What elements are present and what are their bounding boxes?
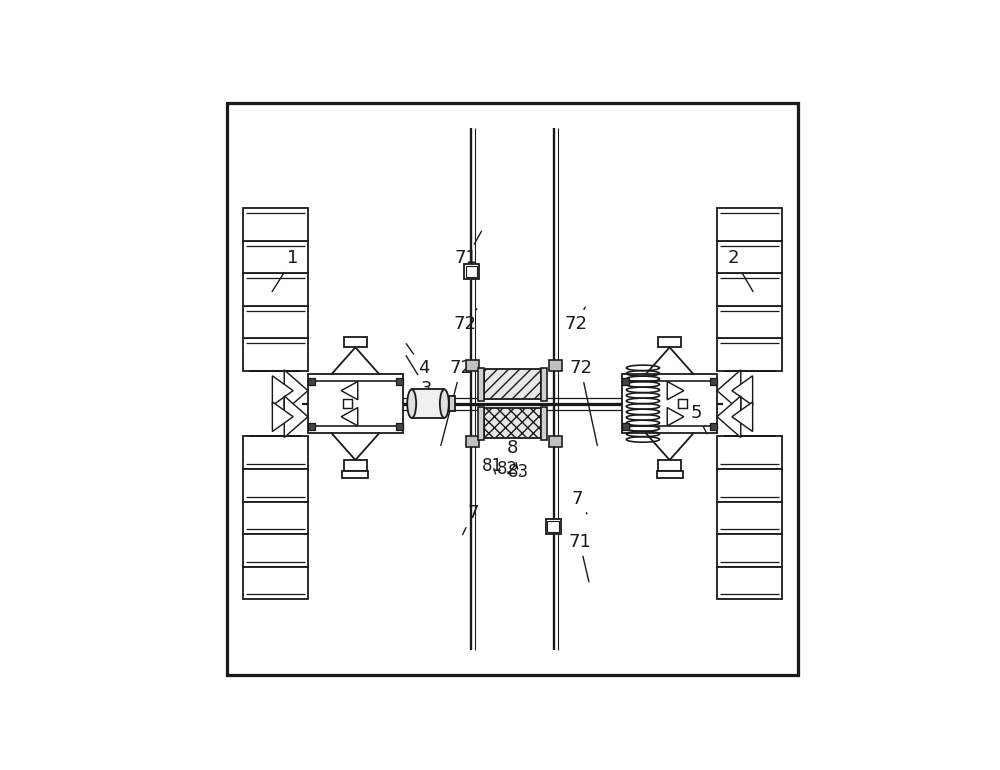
Bar [344, 460, 367, 470]
Bar [308, 423, 315, 430]
Bar [710, 377, 717, 385]
Bar [243, 469, 308, 501]
Bar [658, 460, 681, 470]
Text: 7: 7 [463, 504, 479, 534]
Bar [243, 208, 308, 240]
Text: 72: 72 [569, 359, 597, 445]
Text: 72: 72 [454, 309, 477, 333]
Polygon shape [341, 381, 358, 400]
Bar [466, 437, 479, 447]
Bar [710, 423, 717, 430]
Text: 4: 4 [406, 343, 429, 377]
Bar [541, 407, 547, 440]
Text: 82: 82 [497, 460, 518, 478]
Bar [464, 264, 479, 280]
Text: 71: 71 [455, 231, 481, 267]
Bar [466, 360, 479, 371]
Bar [717, 273, 782, 306]
Bar [657, 470, 683, 477]
Polygon shape [667, 407, 684, 426]
Bar [308, 377, 315, 385]
Bar [412, 390, 444, 418]
Polygon shape [717, 396, 741, 437]
Bar [243, 437, 308, 469]
Text: 5: 5 [691, 403, 707, 434]
Bar [717, 339, 782, 371]
Text: 1: 1 [272, 249, 299, 292]
Bar [243, 306, 308, 339]
Polygon shape [717, 370, 741, 411]
Bar [622, 423, 629, 430]
Text: 83: 83 [508, 463, 529, 480]
Bar [546, 519, 561, 534]
Polygon shape [341, 407, 358, 426]
Bar [308, 374, 403, 434]
Text: 72: 72 [564, 307, 587, 333]
Ellipse shape [440, 390, 449, 418]
Polygon shape [732, 402, 753, 431]
Text: 2: 2 [728, 249, 753, 292]
Bar [717, 501, 782, 534]
Text: 3: 3 [406, 356, 432, 398]
Bar [243, 534, 308, 567]
Bar [549, 437, 562, 447]
Polygon shape [667, 381, 684, 400]
Bar [484, 408, 541, 438]
Bar [717, 240, 782, 273]
Bar [622, 374, 717, 434]
Bar [658, 336, 681, 347]
Bar [717, 469, 782, 501]
Bar [678, 399, 687, 408]
Polygon shape [732, 376, 753, 406]
Bar [541, 367, 547, 400]
Bar [622, 377, 629, 385]
Bar [243, 273, 308, 306]
Bar [478, 407, 484, 440]
Bar [466, 266, 477, 277]
Bar [396, 377, 403, 385]
Polygon shape [272, 376, 293, 406]
Bar [243, 501, 308, 534]
Bar [243, 240, 308, 273]
Bar [344, 336, 367, 347]
Text: 7: 7 [572, 490, 587, 514]
Bar [717, 567, 782, 599]
Bar [717, 306, 782, 339]
Text: 8: 8 [507, 439, 518, 469]
Text: 71: 71 [568, 533, 591, 582]
Bar [343, 399, 352, 408]
Bar [478, 367, 484, 400]
Bar [243, 567, 308, 599]
Polygon shape [284, 396, 308, 437]
Bar [243, 339, 308, 371]
Polygon shape [284, 370, 308, 411]
Bar [717, 208, 782, 240]
Bar [484, 370, 541, 399]
Bar [547, 521, 559, 532]
Bar [717, 437, 782, 469]
Bar [449, 396, 455, 411]
Bar [396, 423, 403, 430]
Bar [717, 534, 782, 567]
Text: 81: 81 [482, 457, 503, 475]
Ellipse shape [407, 390, 416, 418]
Text: 72: 72 [441, 359, 472, 446]
Bar [342, 470, 368, 477]
Bar [549, 360, 562, 371]
Polygon shape [272, 402, 293, 431]
